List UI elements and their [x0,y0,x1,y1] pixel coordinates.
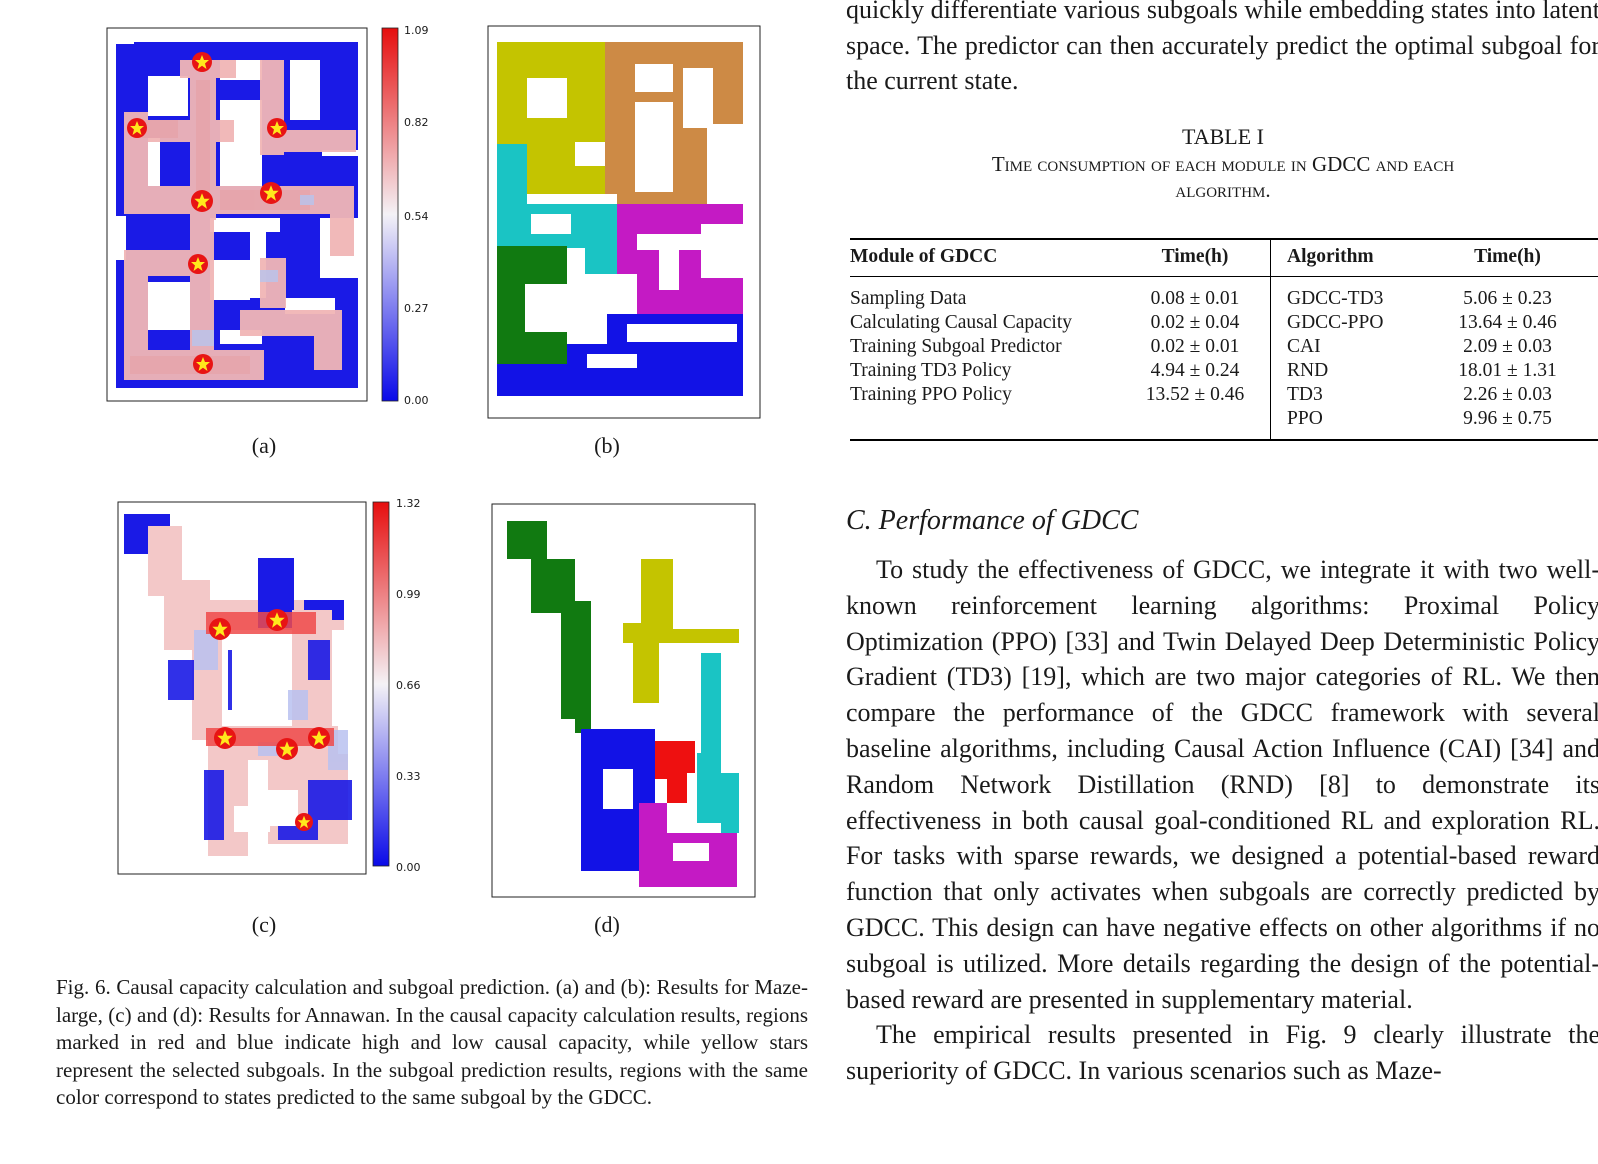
colorbar-a-tick: 0.82 [404,116,429,129]
module-time: 0.02 ± 0.01 [1150,336,1240,357]
header-algorithm: Algorithm [1270,239,1417,277]
sublabel-b: (b) [594,433,620,458]
module-time: 0.02 ± 0.04 [1150,312,1240,333]
algorithm-name: GDCC-TD3 [1270,276,1417,311]
sublabel-a: (a) [251,433,277,458]
section-paragraph-2: The empirical results presented in Fig. … [846,1020,1598,1086]
module-name: Sampling Data [850,288,967,309]
colorbar-a-tick: 0.27 [404,302,429,315]
table-row: Training Subgoal Predictor 0.02 ± 0.01 CAI… [850,335,1598,359]
figure-b-subgoal-prediction-maze-large [487,25,761,419]
module-name [850,407,1120,440]
module-time: 13.52 ± 0.46 [1145,384,1245,405]
colorbar-c-tick: 0.00 [396,861,421,874]
algorithm-name: PPO [1270,407,1417,440]
figure-caption: Fig. 6. Causal capacity calculation and … [56,975,808,1109]
colorbar-c-tick: 0.99 [396,588,421,601]
module-name: Calculating Causal Capacity [850,312,1073,333]
colorbar-a-tick: 1.09 [404,24,429,37]
header-time: Time(h) [1161,246,1229,267]
algorithm-time: 18.01 ± 1.31 [1458,360,1557,381]
algorithm-name: GDCC-PPO [1270,311,1417,335]
module-time [1120,407,1271,440]
header-time-2: Time(h) [1474,246,1541,267]
algorithm-time: 2.09 ± 0.03 [1463,336,1552,357]
section-body: To study the effectiveness of GDCC, we i… [846,552,1598,1089]
table-row: Training TD3 Policy 4.94 ± 0.24 RND 18.01 ±… [850,359,1598,383]
module-time: 4.94 ± 0.24 [1150,360,1240,381]
body-paragraph-top: quickly differentiate various subgoals w… [846,0,1598,95]
section-heading: C. Performance of GDCC [846,505,1139,536]
algorithm-name: TD3 [1270,383,1417,407]
colorbar-c-tick: 0.66 [396,679,421,692]
table-title-line1: Time consumption of each module in GDCC … [991,152,1455,176]
time-consumption-table: Module of GDCC Time(h) Algorithm Time(h)… [850,238,1598,441]
table-row: Calculating Causal Capacity 0.02 ± 0.04 GD… [850,311,1598,335]
algorithm-time: 5.06 ± 0.23 [1463,288,1552,309]
module-time: 0.08 ± 0.01 [1150,288,1240,309]
colorbar-a-tick: 0.00 [404,394,429,407]
colorbar-c-tick: 1.32 [396,497,421,510]
algorithm-name: CAI [1270,335,1417,359]
table-label: TABLE I [1182,124,1264,149]
table-row: Sampling Data 0.08 ± 0.01 GDCC-TD3 5.06 ± 0… [850,276,1598,311]
sublabel-c: (c) [251,912,277,937]
figure-d-subgoal-prediction-annawan [491,503,756,898]
colorbar-c-tick: 0.33 [396,770,421,783]
table-header-row: Module of GDCC Time(h) Algorithm Time(h) [850,239,1598,277]
colorbar-a-tick: 0.54 [404,210,429,223]
table-row: PPO 9.96 ± 0.75 [850,407,1598,440]
algorithm-time: 13.64 ± 0.46 [1458,312,1557,333]
algorithm-name: RND [1270,359,1417,383]
table-title-line2: algorithm. [1175,178,1271,202]
section-paragraph-1: To study the effectiveness of GDCC, we i… [846,555,1598,1014]
header-module: Module of GDCC [850,246,998,267]
figure-c-causal-capacity-annawan [117,501,390,875]
module-name: Training TD3 Policy [850,360,1012,381]
figure-a-causal-capacity-maze-large [106,27,399,402]
table-row: Training PPO Policy 13.52 ± 0.46 TD3 2.26 ±… [850,383,1598,407]
algorithm-time: 2.26 ± 0.03 [1463,384,1552,405]
algorithm-time: 9.96 ± 0.75 [1463,408,1552,429]
module-name: Training PPO Policy [850,384,1012,405]
sublabel-d: (d) [594,912,620,937]
module-name: Training Subgoal Predictor [850,336,1062,357]
